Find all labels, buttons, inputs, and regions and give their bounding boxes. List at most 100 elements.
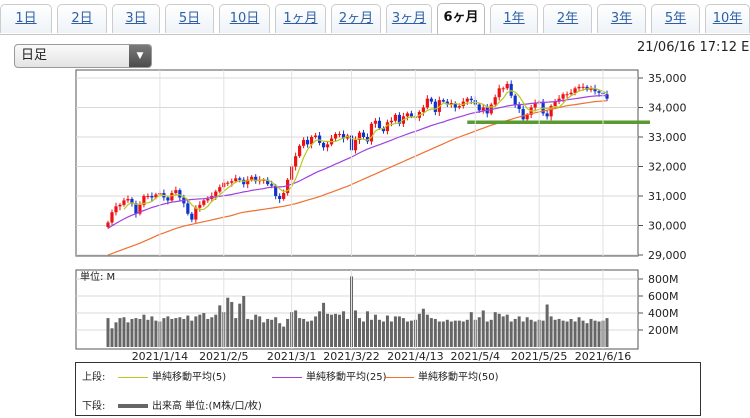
- volume-bar: [270, 319, 274, 347]
- volume-bar: [338, 314, 342, 347]
- candle-body: [557, 98, 561, 102]
- volume-bar: [549, 316, 553, 347]
- candle-interval-select[interactable]: 日足 ▼: [14, 44, 152, 68]
- price-tick-label: 32,000: [648, 161, 687, 174]
- tab-13[interactable]: 10年: [705, 4, 750, 33]
- candle-body: [150, 196, 154, 198]
- volume-bar: [477, 317, 481, 347]
- legend-ma5-swatch: [118, 376, 148, 378]
- candle-body: [589, 88, 593, 90]
- volume-bar: [561, 320, 565, 347]
- candle-body: [278, 196, 282, 199]
- x-tick-label: 2021/5/25: [511, 350, 567, 362]
- candle-body: [114, 206, 118, 213]
- volume-tick-label: 800M: [648, 273, 679, 286]
- volume-bar: [230, 301, 234, 347]
- candle-body: [174, 190, 178, 194]
- candle-body: [465, 98, 469, 102]
- tab-3[interactable]: 5日: [165, 4, 214, 33]
- tab-5[interactable]: 1ヶ月: [275, 4, 326, 33]
- candle-body: [218, 187, 222, 192]
- volume-bar: [449, 321, 453, 347]
- volume-bar: [322, 302, 326, 347]
- tab-7[interactable]: 3ヶ月: [386, 4, 432, 33]
- candle-body: [553, 101, 557, 107]
- tab-4[interactable]: 10日: [219, 4, 270, 33]
- candle-body: [118, 204, 122, 207]
- tab-12[interactable]: 5年: [651, 4, 700, 33]
- volume-bar: [294, 310, 298, 347]
- legend-upper-label: 上段:: [82, 372, 106, 383]
- price-tick-label: 30,000: [648, 220, 687, 233]
- volume-bar: [242, 296, 246, 347]
- candle-body: [194, 207, 198, 220]
- candle-body: [421, 107, 425, 112]
- volume-tick-label: 600M: [648, 290, 679, 303]
- candle-body: [230, 181, 234, 183]
- candle-body: [549, 106, 553, 117]
- legend-ma25: 単純移動平均(25): [272, 368, 387, 383]
- volume-bar: [114, 322, 118, 347]
- candle-body: [497, 88, 501, 98]
- candle-body: [333, 134, 338, 139]
- stock-chart: 35,000 34,000 33,000 32,000 31,000 30,000 29,0…: [75, 69, 687, 362]
- volume-bar: [453, 320, 457, 347]
- candle-body: [377, 120, 382, 129]
- tab-0[interactable]: 1日: [0, 4, 52, 33]
- volume-bar: [381, 321, 385, 347]
- candle-body: [317, 135, 322, 143]
- candle-body: [469, 98, 473, 101]
- tab-8[interactable]: 6ヶ月: [437, 3, 485, 34]
- volume-bar: [146, 319, 150, 347]
- price-tick-label: 31,000: [648, 190, 687, 203]
- volume-bar: [354, 310, 358, 347]
- candle-body: [122, 200, 126, 205]
- candle-body: [525, 114, 529, 120]
- candle-body: [110, 212, 114, 223]
- volume-bar: [417, 313, 421, 347]
- candle-body: [365, 137, 370, 142]
- legend-ma25-swatch: [272, 376, 302, 378]
- tab-2[interactable]: 3日: [112, 4, 160, 33]
- legend-ma50: 単純移動平均(50): [384, 368, 499, 383]
- volume-bar: [274, 317, 278, 347]
- candle-body: [266, 179, 270, 185]
- legend-volume: 出来高 単位:(M株/口/枚): [118, 397, 262, 412]
- volume-bar: [326, 313, 330, 347]
- volume-bar: [226, 297, 230, 347]
- candle-body: [521, 108, 525, 120]
- candle-body: [126, 198, 130, 201]
- volume-bar: [393, 316, 397, 347]
- volume-bar: [298, 318, 302, 347]
- volume-bar: [302, 318, 306, 347]
- candle-body: [509, 83, 513, 96]
- candle-body: [449, 103, 453, 105]
- volume-bar: [250, 319, 254, 347]
- volume-bar: [262, 322, 266, 347]
- volume-bar: [505, 314, 509, 347]
- chevron-down-icon[interactable]: ▼: [129, 45, 151, 67]
- volume-bar: [481, 310, 485, 347]
- tab-11[interactable]: 3年: [597, 4, 646, 33]
- volume-bar: [174, 318, 178, 347]
- tab-6[interactable]: 2ヶ月: [331, 4, 381, 33]
- legend-volume-label: 出来高 単位:(M株/口/枚): [152, 401, 262, 412]
- volume-bar: [266, 318, 270, 347]
- volume-bar: [138, 318, 142, 347]
- volume-bar: [134, 318, 138, 347]
- candle-body: [325, 144, 330, 148]
- tab-1[interactable]: 2日: [57, 4, 107, 33]
- volume-bar: [573, 321, 577, 347]
- tab-10[interactable]: 2年: [543, 4, 592, 33]
- tab-9[interactable]: 1年: [490, 4, 538, 33]
- volume-bar: [126, 322, 130, 347]
- candle-body: [441, 100, 445, 102]
- candle-body: [286, 179, 290, 194]
- volume-bar: [182, 318, 186, 347]
- volume-bar: [565, 321, 569, 347]
- candle-body: [246, 179, 250, 185]
- candle-body: [605, 94, 609, 99]
- candle-body: [385, 122, 390, 132]
- volume-bar: [397, 316, 401, 347]
- volume-bar: [306, 321, 310, 347]
